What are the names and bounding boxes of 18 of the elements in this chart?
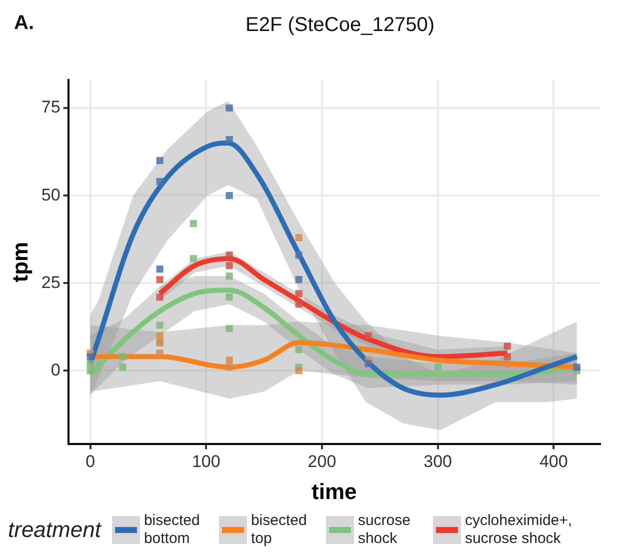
x-tick-label: 100 (192, 452, 220, 472)
y-tick-label: 75 (41, 98, 60, 117)
y-tick-label: 50 (41, 185, 60, 204)
text: A. (14, 12, 34, 35)
y-tick-label: 25 (41, 272, 60, 292)
y-tick-label: 0 (50, 360, 60, 380)
x-axis-title: time (312, 478, 357, 504)
legend-label: bisected top (250, 512, 308, 548)
chart-title: E2F (SteCoe_12750) (244, 14, 436, 37)
legend-label: bisected bottom (144, 512, 201, 548)
x-tick-label: 200 (308, 452, 336, 472)
legend-title: treatment (8, 517, 101, 543)
x-tick-label: 300 (424, 452, 452, 472)
y-axis-title: tpm (7, 242, 32, 282)
legend-label: cycloheximide+, sucrose shock (464, 512, 572, 548)
x-tick-label: 400 (539, 452, 568, 472)
x-tick-label: 0 (86, 452, 96, 472)
legend-label: sucrose shock (358, 512, 412, 548)
